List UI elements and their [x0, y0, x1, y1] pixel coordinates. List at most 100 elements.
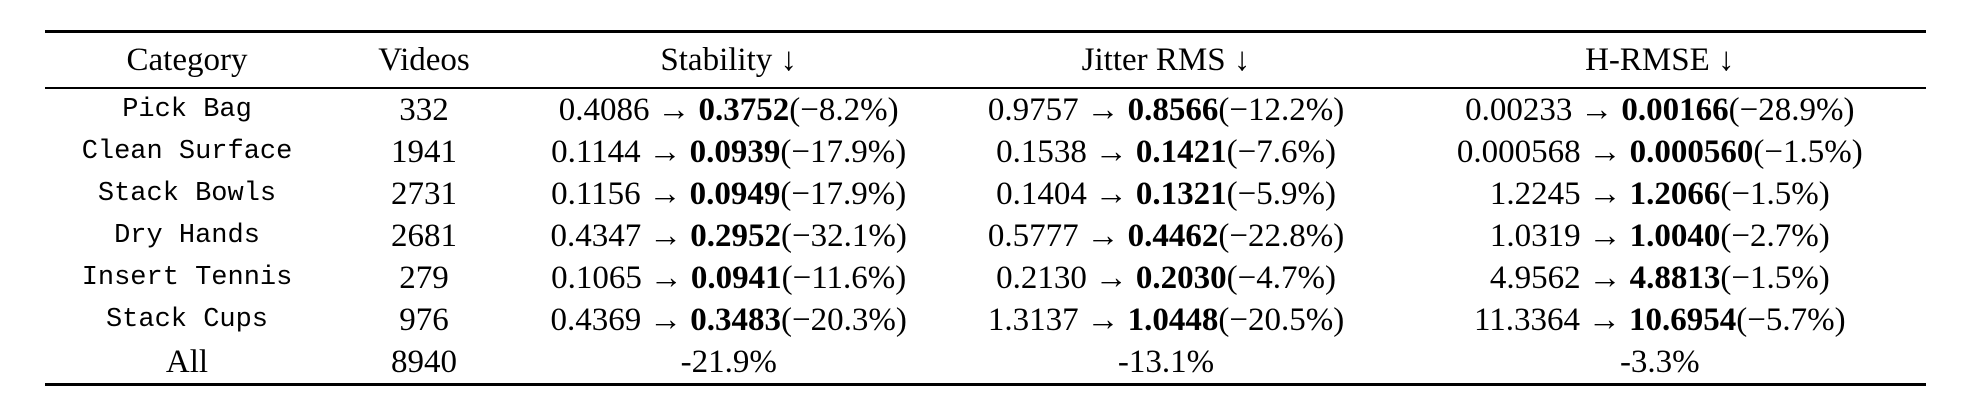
- value-before: 0.000568: [1456, 133, 1581, 170]
- value-change-pct: (−20.5%): [1218, 301, 1345, 338]
- value-after: 1.0040: [1629, 217, 1721, 254]
- table-row-stack-bowls: Stack Bowls 2731 0.1156 → 0.0949(−17.9%) 0…: [45, 173, 1926, 215]
- table-row-all-summary: All 8940 -21.9% -13.1% -3.3%: [45, 341, 1926, 385]
- value-after: 0.2030: [1135, 259, 1227, 296]
- jitter-cell: 0.2130 → 0.2030(−4.7%): [938, 257, 1393, 299]
- table-row-stack-cups: Stack Cups 976 0.4369 → 0.3483(−20.3%) 1.3…: [45, 299, 1926, 341]
- hrmse-cell: 1.2245 → 1.2066(−1.5%): [1394, 173, 1926, 215]
- value-before: 0.00233: [1465, 91, 1573, 128]
- value-after: 1.0448: [1127, 301, 1219, 338]
- jitter-cell: 0.1538 → 0.1421(−7.6%): [938, 131, 1393, 173]
- jitter-cell: 0.5777 → 0.4462(−22.8%): [938, 215, 1393, 257]
- value-before: 1.2245: [1489, 175, 1581, 212]
- videos-cell: 8940: [391, 343, 457, 380]
- value-change-pct: (−28.9%): [1728, 91, 1855, 128]
- value-after: 0.3752: [698, 91, 790, 128]
- table-header: Category Videos Stability ↓ Jitter RMS ↓…: [45, 31, 1926, 89]
- value-change-pct: (−7.6%): [1226, 133, 1336, 170]
- category-cell: Clean Surface: [81, 137, 293, 167]
- value-after: 0.1421: [1135, 133, 1227, 170]
- right-arrow-glyph: →: [1094, 133, 1128, 170]
- value-before: 0.1538: [996, 133, 1087, 170]
- value-before: 0.4086: [558, 91, 650, 128]
- right-arrow-glyph: →: [648, 133, 682, 170]
- right-arrow-glyph: →: [649, 217, 683, 254]
- value-before: 0.5777: [987, 217, 1079, 254]
- value-change-pct: (−32.1%): [781, 217, 907, 254]
- value-after: 0.1321: [1135, 175, 1227, 212]
- value-before: 4.9562: [1489, 259, 1581, 296]
- value-change-pct: (−17.9%): [780, 133, 907, 170]
- right-arrow-glyph: →: [1588, 133, 1622, 170]
- stability-cell: 0.1065 → 0.0941(−11.6%): [519, 257, 938, 299]
- category-cell: Insert Tennis: [81, 263, 293, 293]
- videos-cell: 1941: [391, 133, 457, 170]
- stability-cell: 0.1156 → 0.0949(−17.9%): [519, 173, 938, 215]
- table-body: Pick Bag 332 0.4086 → 0.3752(−8.2%) 0.9757…: [45, 88, 1926, 385]
- value-before: 11.3364: [1474, 301, 1581, 338]
- right-arrow-glyph: →: [649, 259, 683, 296]
- stability-cell: 0.4369 → 0.3483(−20.3%): [519, 299, 938, 341]
- category-cell: All: [165, 343, 209, 380]
- right-arrow-glyph: →: [1086, 217, 1120, 254]
- videos-cell: 976: [399, 301, 449, 338]
- value-change-pct: (−5.9%): [1226, 175, 1336, 212]
- right-arrow-glyph: →: [657, 91, 691, 128]
- right-arrow-glyph: →: [1588, 175, 1622, 212]
- right-arrow-glyph: →: [649, 301, 683, 338]
- header-stability: Stability ↓: [518, 31, 939, 89]
- value-change-pct: (−22.8%): [1218, 217, 1345, 254]
- value-before: 0.4369: [550, 301, 642, 338]
- value-after: 10.6954: [1629, 301, 1737, 338]
- value-after: 0.0939: [689, 133, 781, 170]
- value-after: 1.2066: [1629, 175, 1721, 212]
- right-arrow-glyph: →: [1094, 259, 1128, 296]
- right-arrow-glyph: →: [1086, 301, 1120, 338]
- table-row-pick-bag: Pick Bag 332 0.4086 → 0.3752(−8.2%) 0.9757…: [45, 88, 1926, 131]
- value-before: 0.1156: [551, 175, 641, 212]
- hrmse-cell: 0.000568 → 0.000560(−1.5%): [1394, 131, 1926, 173]
- value-after: 0.00166: [1621, 91, 1729, 128]
- videos-cell: 2681: [391, 217, 457, 254]
- header-category: Category: [45, 31, 330, 89]
- value-after: 4.8813: [1629, 259, 1721, 296]
- value-change-pct: (−17.9%): [780, 175, 907, 212]
- value-change-pct: (−11.6%): [781, 259, 907, 296]
- stability-cell: 0.4347 → 0.2952(−32.1%): [519, 215, 938, 257]
- value-before: 0.1065: [551, 259, 642, 296]
- value-after: 0.8566: [1127, 91, 1219, 128]
- category-cell: Pick Bag: [122, 95, 252, 125]
- jitter-cell: 0.9757 → 0.8566(−12.2%): [938, 88, 1393, 131]
- value-after: 0.3483: [690, 301, 782, 338]
- header-h-rmse: H-RMSE ↓: [1393, 31, 1926, 89]
- value-after: 0.0949: [689, 175, 781, 212]
- value-change-pct: (−12.2%): [1218, 91, 1345, 128]
- hrmse-cell: 1.0319 → 1.0040(−2.7%): [1394, 215, 1926, 257]
- header-jitter-rms: Jitter RMS ↓: [938, 31, 1394, 89]
- value-change-pct: (−2.7%): [1720, 217, 1830, 254]
- value-after: 0.4462: [1127, 217, 1219, 254]
- value-after: 0.000560: [1629, 133, 1754, 170]
- value-before: 1.0319: [1489, 217, 1581, 254]
- value-before: 0.4347: [550, 217, 642, 254]
- category-cell: Stack Cups: [105, 305, 269, 335]
- table-row-clean-surface: Clean Surface 1941 0.1144 → 0.0939(−17.9%)…: [45, 131, 1926, 173]
- header-videos: Videos: [329, 31, 519, 89]
- value-before: 1.3137: [987, 301, 1079, 338]
- hrmse-cell: 4.9562 → 4.8813(−1.5%): [1394, 257, 1926, 299]
- videos-cell: 2731: [391, 175, 457, 212]
- value-change-pct: (−1.5%): [1753, 133, 1863, 170]
- right-arrow-glyph: →: [1588, 301, 1622, 338]
- value-before: 0.2130: [996, 259, 1087, 296]
- hrmse-total-pct: -3.3%: [1619, 343, 1700, 380]
- right-arrow-glyph: →: [1588, 217, 1622, 254]
- value-before: 0.1404: [996, 175, 1087, 212]
- value-before: 0.1144: [551, 133, 641, 170]
- value-after: 0.0941: [690, 259, 782, 296]
- right-arrow-glyph: →: [1588, 259, 1622, 296]
- stability-cell: 0.1144 → 0.0939(−17.9%): [519, 131, 938, 173]
- value-change-pct: (−5.7%): [1736, 301, 1846, 338]
- jitter-total-pct: -13.1%: [1117, 343, 1215, 380]
- value-before: 0.9757: [987, 91, 1079, 128]
